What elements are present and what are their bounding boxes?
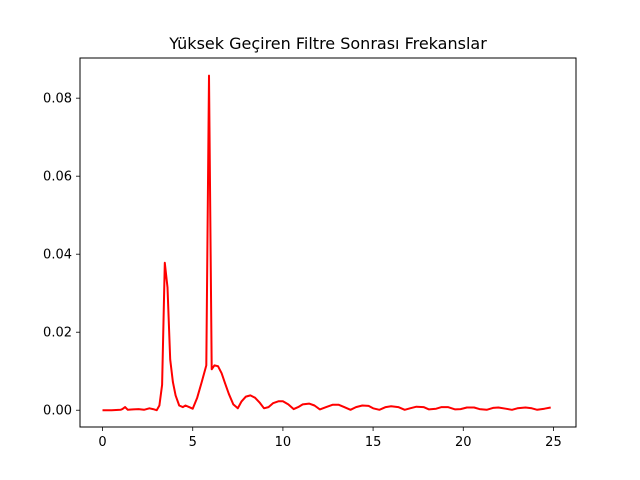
y-tick-label: 0.02 [43, 326, 72, 341]
chart-title: Yüksek Geçiren Filtre Sonrası Frekanslar [168, 34, 487, 53]
x-tick-label: 15 [365, 435, 382, 450]
y-tick-label: 0.06 [43, 170, 72, 185]
y-axis: 0.00 0.02 0.04 0.06 0.08 [43, 92, 80, 419]
series-line [102, 74, 551, 412]
x-tick-label: 5 [189, 435, 197, 450]
y-tick-label: 0.08 [43, 92, 72, 107]
x-tick-label: 0 [98, 435, 106, 450]
plot-frame [79, 57, 577, 428]
x-tick-label: 20 [455, 435, 472, 450]
x-tick-label: 25 [545, 435, 562, 450]
x-tick-label: 10 [275, 435, 292, 450]
y-tick-label: 0.00 [43, 404, 72, 419]
y-tick-label: 0.04 [43, 248, 72, 263]
x-axis: 0 5 10 15 20 25 [98, 427, 562, 450]
